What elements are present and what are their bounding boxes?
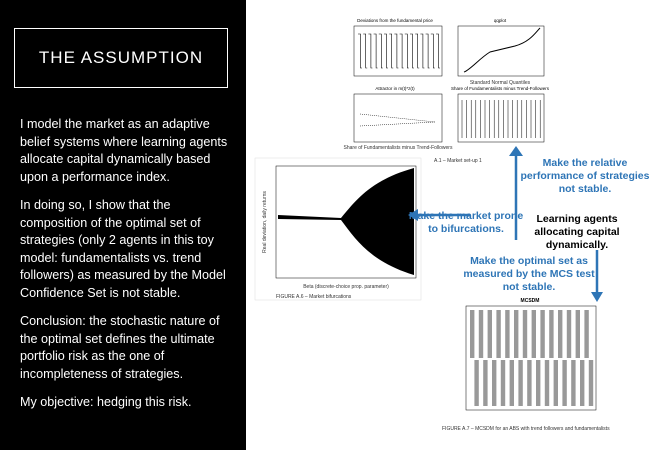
plot-stroke bbox=[478, 310, 484, 358]
arrow-head bbox=[591, 292, 603, 302]
body-text: I model the market as an adaptive belief… bbox=[20, 116, 238, 423]
plot-stroke bbox=[544, 360, 550, 406]
axis-label: Real deviation, daily returns bbox=[262, 191, 268, 253]
plot-stroke bbox=[363, 33, 368, 69]
qq-curve bbox=[463, 27, 541, 73]
plot-stroke bbox=[373, 33, 378, 69]
plot-stroke bbox=[558, 310, 563, 358]
slide-title: THE ASSUMPTION bbox=[14, 28, 228, 88]
axes bbox=[457, 93, 545, 143]
plot-stroke bbox=[575, 310, 580, 358]
axes bbox=[465, 305, 597, 411]
figure-caption: A.1 – Market set-up 1 bbox=[434, 158, 482, 164]
panel-title: Attractor in m(t)*z(t) bbox=[375, 86, 415, 91]
plot-stroke bbox=[410, 33, 414, 69]
plot-stroke bbox=[588, 360, 594, 406]
plot-stroke bbox=[389, 33, 394, 69]
axes bbox=[353, 25, 443, 77]
panel-title: qqplot bbox=[494, 18, 507, 23]
paragraph: In doing so, I show that the composition… bbox=[20, 198, 226, 300]
annotation: Make the relative performance of strateg… bbox=[520, 157, 650, 195]
plot-stroke bbox=[384, 33, 388, 69]
plot-stroke bbox=[531, 310, 536, 358]
plot-stroke bbox=[536, 360, 541, 406]
plot-stroke bbox=[483, 360, 488, 406]
panel-title: Deviations from the fundamental price bbox=[357, 18, 433, 23]
figure-a1: Deviations from the fundamental price qq… bbox=[340, 14, 550, 154]
plot-stroke bbox=[368, 33, 373, 69]
plot-stroke bbox=[436, 33, 440, 69]
paragraph: I model the market as an adaptive belief… bbox=[20, 117, 228, 184]
axes bbox=[353, 93, 443, 143]
plot-stroke bbox=[420, 33, 425, 69]
panel-title: MCSDM bbox=[521, 298, 540, 304]
plot-stroke bbox=[470, 310, 475, 358]
plot-stroke bbox=[562, 360, 567, 406]
plot-stroke bbox=[404, 33, 409, 69]
plot-stroke bbox=[549, 310, 554, 358]
plot-stroke bbox=[425, 33, 430, 69]
plot-stroke bbox=[518, 360, 523, 406]
plot-stroke bbox=[553, 360, 558, 406]
plot-stroke bbox=[496, 310, 501, 358]
axes bbox=[275, 165, 417, 279]
figure-bg bbox=[340, 14, 546, 154]
plot-stroke bbox=[399, 33, 404, 69]
figure-caption: FIGURE A.7 – MCSDM for an ABS with trend… bbox=[442, 426, 610, 432]
plot-stroke bbox=[527, 360, 532, 406]
paragraph: My objective: hedging this risk. bbox=[20, 395, 192, 409]
bifurcation bbox=[278, 168, 414, 275]
annotation: Make the market prone to bifurcations. bbox=[408, 210, 524, 235]
plot-stroke bbox=[394, 33, 399, 69]
plot-stroke bbox=[430, 33, 435, 69]
arrow-head bbox=[509, 146, 523, 156]
arrow-head bbox=[408, 209, 418, 221]
plot-stroke bbox=[584, 310, 589, 358]
annotation: Learning agents allocating capital dynam… bbox=[534, 213, 620, 251]
plot-stroke bbox=[571, 360, 576, 406]
plot-stroke bbox=[415, 33, 420, 69]
attractor bbox=[359, 113, 436, 127]
paragraph: Conclusion: the stochastic nature of the… bbox=[20, 314, 220, 381]
plot-stroke bbox=[514, 310, 519, 358]
plot-stroke bbox=[492, 360, 497, 406]
figure-a6: Real deviation, daily returns Beta (disc… bbox=[254, 157, 422, 301]
plot-stroke bbox=[474, 360, 479, 406]
axis-label: Standard Normal Quantiles bbox=[470, 80, 531, 86]
figures: Deviations from the fundamental price qq… bbox=[254, 14, 610, 432]
plot bbox=[461, 100, 541, 138]
plot bbox=[470, 310, 594, 406]
left-panel: THE ASSUMPTION I model the market as an … bbox=[0, 0, 246, 450]
panel-title: Share of Fundamentalists minus Trend-Fol… bbox=[451, 86, 550, 91]
axes bbox=[457, 25, 545, 77]
plot-stroke bbox=[509, 360, 514, 406]
plot-stroke bbox=[378, 33, 383, 69]
plot-stroke bbox=[500, 360, 506, 406]
plot-stroke bbox=[522, 310, 528, 358]
plot-stroke bbox=[487, 310, 492, 358]
plot-stroke bbox=[566, 310, 572, 358]
annotation: Make the optimal set as measured by the … bbox=[463, 255, 595, 293]
plot bbox=[358, 33, 440, 69]
plot-stroke bbox=[505, 310, 510, 358]
plot-stroke bbox=[540, 310, 545, 358]
axis-label: Beta (discrete-choice prop. parameter) bbox=[303, 284, 389, 290]
plot-stroke bbox=[358, 33, 362, 69]
figure-caption: FIGURE A.6 – Market bifurcations bbox=[276, 294, 352, 300]
plot-stroke bbox=[580, 360, 585, 406]
figure-a7: MCSDM FIGURE A.7 – MCSDM for an ABS with… bbox=[442, 298, 610, 432]
axis-label: Share of Fundamentalists minus Trend-Fol… bbox=[344, 145, 453, 151]
